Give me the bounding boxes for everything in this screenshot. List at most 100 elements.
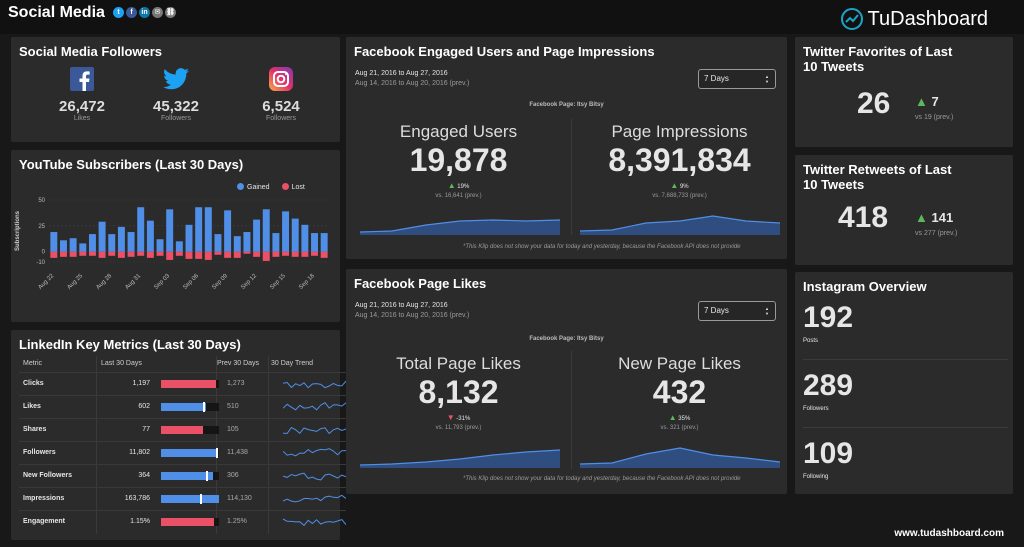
lost-bar[interactable] — [243, 251, 251, 254]
lost-bar[interactable] — [262, 251, 270, 261]
page-impressions-change: 9% — [679, 184, 689, 190]
page-impressions-sparkline — [580, 215, 780, 235]
gained-bar[interactable] — [98, 221, 106, 252]
x-tick-label: Aug 28 — [95, 273, 113, 291]
followers-card: Social Media Followers 26,472 Likes 45,3… — [11, 37, 340, 142]
lost-bar[interactable] — [272, 251, 280, 257]
gained-bar[interactable] — [50, 232, 58, 252]
gained-bar[interactable] — [127, 232, 135, 252]
lost-bar[interactable] — [137, 251, 145, 256]
twitter-icon — [163, 68, 189, 90]
instagram-followers-value: 289 — [803, 369, 854, 402]
gained-bar[interactable] — [137, 207, 145, 252]
email-icon[interactable]: ✉ — [152, 7, 163, 18]
lost-bar[interactable] — [282, 251, 290, 256]
page-impressions-prev: vs. 7,688,733 (prev.) — [652, 193, 707, 199]
lost-bar[interactable] — [60, 251, 67, 257]
lost-bar[interactable] — [156, 251, 164, 256]
twitter-retweets-title-line1: Twitter Retweets of Last — [803, 162, 952, 177]
twitter-retweets-change: ▲ 141 — [915, 210, 953, 225]
lost-bar[interactable] — [253, 251, 261, 257]
lost-bar[interactable] — [233, 251, 241, 258]
gained-bar[interactable] — [262, 209, 270, 252]
gained-bar[interactable] — [166, 209, 174, 252]
legend-gained[interactable]: Gained — [237, 183, 270, 191]
metric-bar-fill — [161, 472, 214, 480]
gained-bar[interactable] — [69, 238, 77, 252]
gained-bar[interactable] — [224, 210, 232, 252]
linkedin-icon[interactable]: in — [139, 7, 150, 18]
link-icon[interactable]: ⛓ — [165, 7, 176, 18]
twitter-favorites-prev: vs 19 (prev.) — [915, 114, 954, 121]
metric-bar-marker — [200, 494, 203, 504]
gained-bar[interactable] — [253, 219, 261, 252]
twitter-retweets-card: Twitter Retweets of Last 10 Tweets 418 ▲ … — [795, 155, 1013, 265]
twitter-favorites-card: Twitter Favorites of Last 10 Tweets 26 ▲ … — [795, 37, 1013, 147]
twitter-favorites-title: Twitter Favorites of Last 10 Tweets — [803, 44, 952, 74]
lost-bar[interactable] — [204, 251, 212, 260]
dashboard-title: Social Media — [8, 4, 105, 21]
lost-bar[interactable] — [88, 251, 96, 256]
gained-bar[interactable] — [301, 224, 309, 252]
y-tick-label: -10 — [36, 260, 45, 266]
gained-bar[interactable] — [108, 234, 116, 252]
fb-engaged-range-select[interactable]: 7 Days — [698, 69, 776, 89]
twitter-icon[interactable]: t — [113, 7, 124, 18]
facebook-icon[interactable]: f — [126, 7, 137, 18]
col-prev: Prev 30 Days — [217, 360, 260, 367]
gained-bar[interactable] — [272, 233, 280, 252]
total-page-likes-label: Total Page Likes — [396, 354, 521, 373]
lost-bar[interactable] — [175, 251, 183, 256]
instagram-posts: 192 Posts — [803, 300, 1008, 360]
gained-bar[interactable] — [79, 243, 87, 252]
lost-bar[interactable] — [166, 251, 174, 260]
metric-prev-value: 105 — [227, 426, 239, 433]
lost-bar[interactable] — [79, 251, 87, 256]
down-arrow-icon: ▼ — [446, 413, 455, 422]
fb-likes-range-select[interactable]: 7 Days — [698, 301, 776, 321]
lost-bar[interactable] — [50, 251, 58, 258]
lost-bar[interactable] — [98, 251, 106, 258]
gained-bar[interactable] — [175, 241, 183, 252]
up-arrow-icon: ▲ — [668, 413, 677, 422]
gained-bar[interactable] — [282, 211, 290, 252]
gained-bar[interactable] — [185, 224, 193, 252]
lost-bar[interactable] — [224, 251, 232, 258]
lost-bar[interactable] — [127, 251, 135, 257]
lost-bar[interactable] — [195, 251, 203, 259]
gained-bar[interactable] — [320, 233, 328, 252]
engaged-users-label: Engaged Users — [399, 122, 518, 141]
y-axis-label: Subscriptions — [15, 210, 21, 251]
metric-prev-value: 510 — [227, 403, 239, 410]
lost-bar[interactable] — [117, 251, 125, 258]
gained-bar[interactable] — [291, 218, 299, 252]
gained-bar[interactable] — [204, 207, 212, 252]
gained-bar[interactable] — [146, 220, 154, 252]
lost-bar[interactable] — [214, 251, 222, 255]
lost-bar[interactable] — [108, 251, 116, 256]
lost-bar[interactable] — [146, 251, 154, 258]
gained-bar[interactable] — [156, 239, 164, 252]
twitter-label: Followers — [161, 115, 191, 122]
footer-url[interactable]: www.tudashboard.com — [894, 528, 1004, 539]
gained-bar[interactable] — [117, 226, 125, 252]
lost-bar[interactable] — [301, 251, 309, 257]
twitter-value: 45,322 — [153, 98, 199, 115]
gained-bar[interactable] — [195, 207, 203, 252]
lost-bar[interactable] — [185, 251, 193, 259]
tudashboard-logo[interactable]: TuDashboard — [840, 7, 988, 31]
gained-bar[interactable] — [243, 232, 251, 252]
lost-bar[interactable] — [69, 251, 77, 257]
metric-name: New Followers — [23, 472, 73, 479]
lost-bar[interactable] — [320, 251, 328, 258]
metric-prev-value: 11,438 — [227, 449, 248, 456]
gained-bar[interactable] — [88, 234, 96, 252]
gained-bar[interactable] — [60, 240, 67, 252]
gained-bar[interactable] — [311, 233, 318, 252]
lost-bar[interactable] — [311, 251, 318, 256]
fb-likes-prev-date: Aug 14, 2016 to Aug 20, 2016 (prev.) — [355, 312, 470, 319]
lost-bar[interactable] — [291, 251, 299, 257]
legend-lost[interactable]: Lost — [281, 183, 305, 191]
gained-bar[interactable] — [214, 234, 222, 252]
gained-bar[interactable] — [233, 236, 241, 252]
